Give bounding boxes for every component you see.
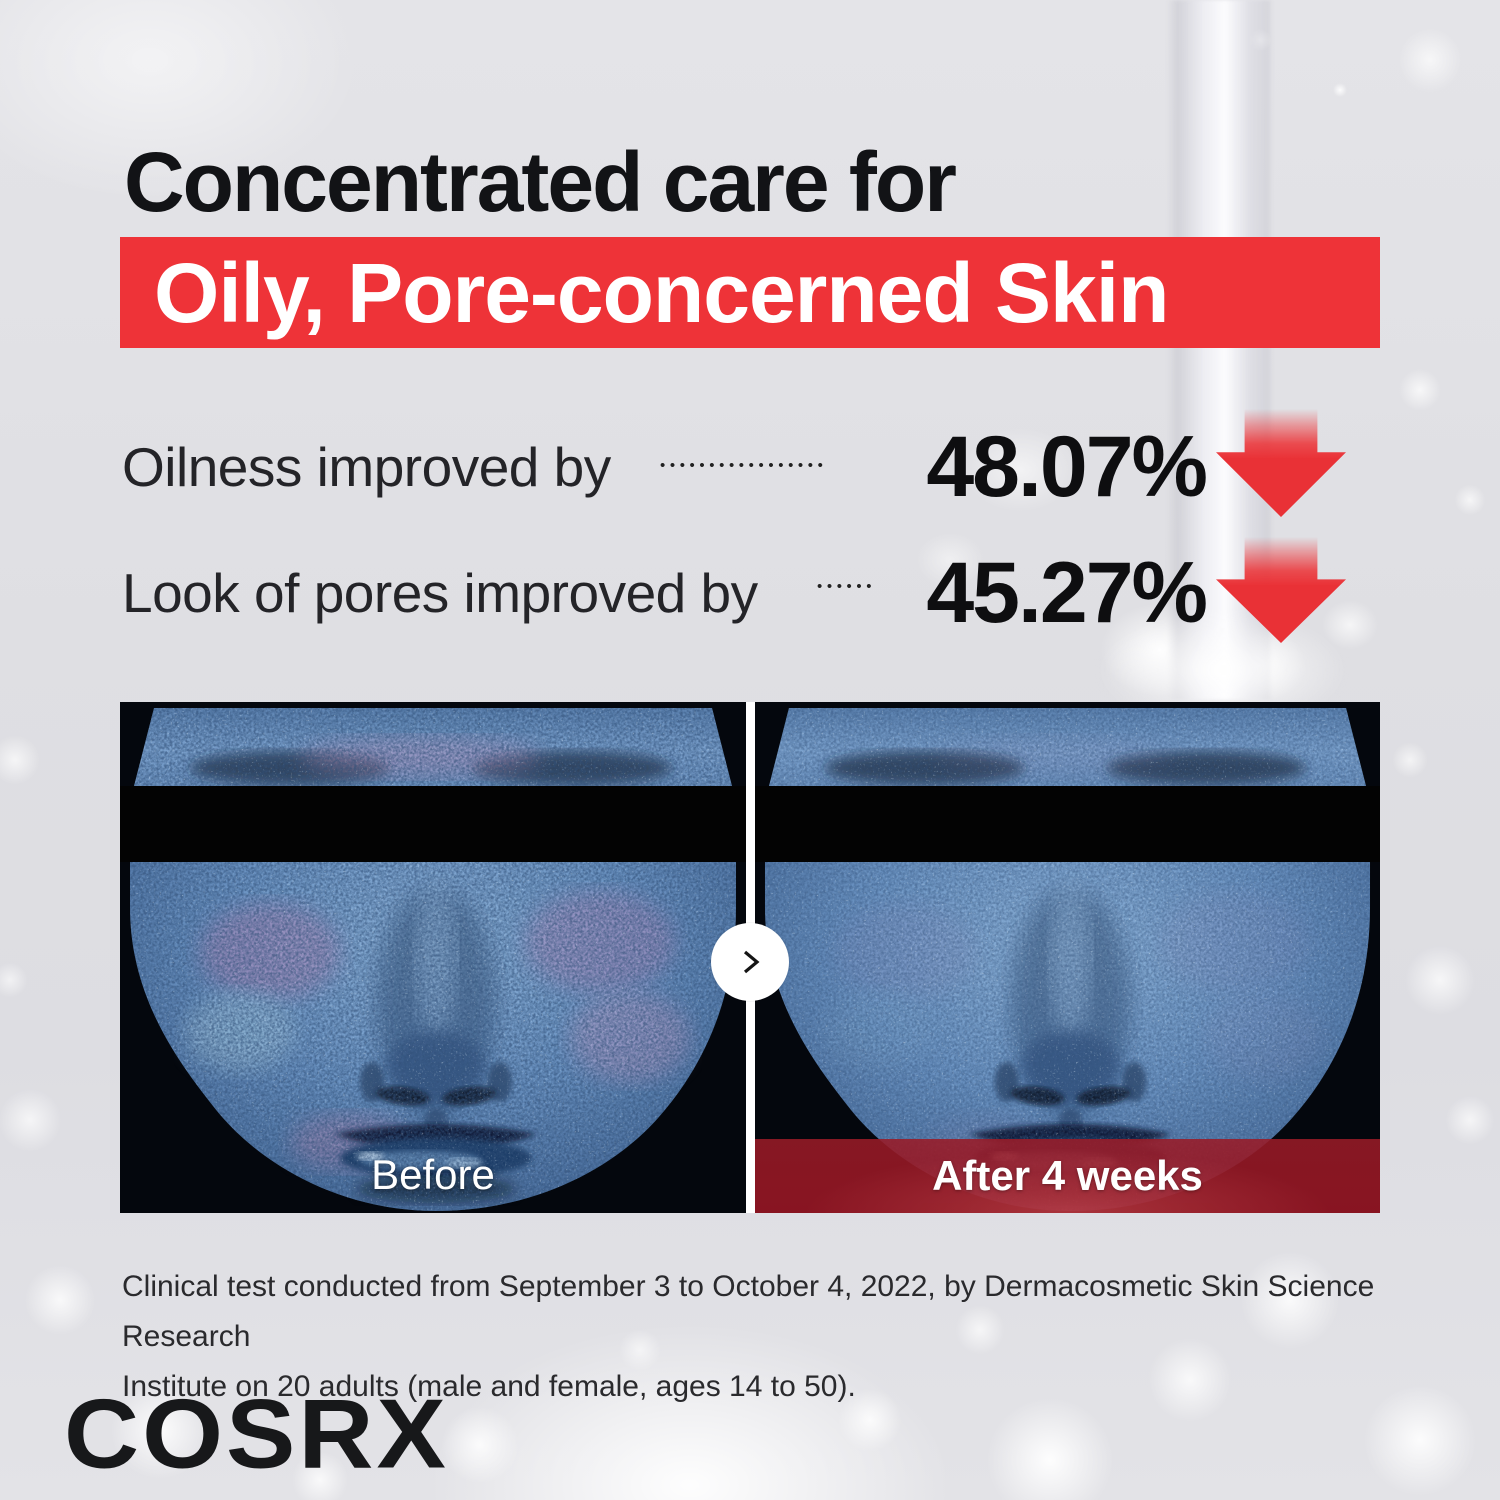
headline-banner: Oily, Pore-concerned Skin (120, 237, 1380, 348)
uv-face-illustration-after (755, 702, 1380, 1213)
leader-dots: •••••• (817, 578, 877, 595)
stat-value-pores: 45.27% (926, 545, 1208, 641)
clinical-test-disclaimer: Clinical test conducted from September 3… (122, 1262, 1500, 1412)
disclaimer-line: Clinical test conducted from September 3… (122, 1270, 1375, 1353)
before-label: Before (371, 1151, 495, 1198)
uv-face-illustration-before (120, 702, 746, 1213)
stat-value-oiliness: 48.07% (926, 419, 1208, 515)
disclaimer-line: Institute on 20 adults (male and female,… (122, 1370, 856, 1403)
before-after-comparison: Before After 4 weeks (120, 702, 1380, 1213)
after-photo: After 4 weeks (755, 702, 1380, 1213)
chevron-right-icon (743, 950, 760, 974)
before-photo: Before (120, 702, 746, 1213)
stat-label-pores: Look of pores improved by (122, 562, 758, 624)
headline-banner-text: Oily, Pore-concerned Skin (154, 245, 1169, 340)
after-banner: After 4 weeks (755, 1139, 1380, 1213)
leader-dots: ••••••••••••••••• (660, 457, 828, 474)
headline: Concentrated care for (124, 135, 957, 229)
stat-label-oiliness: Oilness improved by (122, 436, 611, 498)
after-label: After 4 weeks (932, 1152, 1203, 1199)
next-button[interactable] (711, 923, 789, 1001)
brand-logo: COSRX (64, 1378, 449, 1490)
